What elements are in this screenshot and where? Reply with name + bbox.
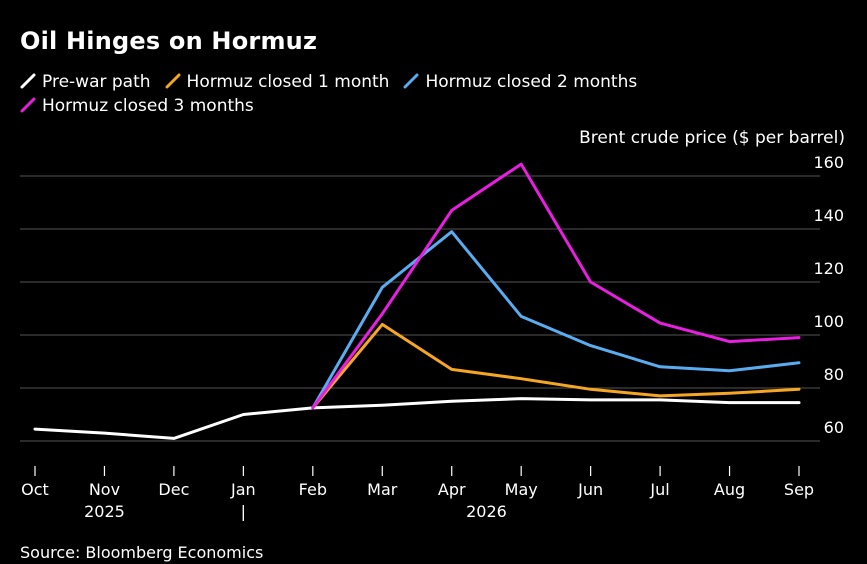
- x-tick-label-oct: Oct: [21, 480, 49, 499]
- series-line-hormuz-closed-2-months: [311, 230, 801, 410]
- x-tick-label-jun: Jun: [577, 480, 603, 499]
- y-tick-label-60: 60: [824, 418, 844, 437]
- source-note: Source: Bloomberg Economics: [20, 543, 264, 562]
- y-tick-label-160: 160: [813, 153, 844, 172]
- legend-item: Hormuz closed 2 months: [403, 70, 637, 94]
- x-tick-label-jan: Jan: [230, 480, 256, 499]
- y-tick-label-140: 140: [813, 206, 844, 225]
- x-tick-label-may: May: [505, 480, 538, 499]
- legend-swatch-icon: [165, 73, 181, 89]
- year-label-0: 2025: [84, 502, 125, 521]
- y-axis-unit-label: Brent crude price ($ per barrel): [579, 128, 845, 148]
- x-tick-label-aug: Aug: [714, 480, 745, 499]
- legend-label: Pre-war path: [42, 72, 151, 92]
- year-label-2: 2026: [466, 502, 507, 521]
- legend-item: Hormuz closed 3 months: [20, 94, 254, 118]
- legend-label: Hormuz closed 3 months: [42, 96, 254, 116]
- legend-label: Hormuz closed 1 month: [186, 72, 390, 92]
- year-label-1: |: [241, 502, 246, 521]
- x-tick-label-apr: Apr: [438, 480, 466, 499]
- series-line-pre-war-path: [33, 397, 801, 440]
- legend-label: Hormuz closed 2 months: [425, 72, 638, 92]
- y-tick-label-100: 100: [813, 312, 844, 331]
- series-line-hormuz-closed-1-month: [311, 322, 801, 410]
- y-tick-label-120: 120: [813, 259, 844, 278]
- legend-item: Hormuz closed 1 month: [165, 70, 390, 94]
- legend: Pre-war path Hormuz closed 1 month Hormuz …: [20, 70, 840, 118]
- x-tick-label-dec: Dec: [158, 480, 189, 499]
- x-tick-label-feb: Feb: [299, 480, 327, 499]
- legend-swatch-icon: [20, 97, 36, 113]
- x-tick-label-mar: Mar: [367, 480, 398, 499]
- y-tick-label-80: 80: [824, 365, 844, 384]
- x-tick-label-jul: Jul: [649, 480, 669, 499]
- series-line-hormuz-closed-3-months: [311, 162, 801, 410]
- x-tick-label-nov: Nov: [89, 480, 120, 499]
- legend-item: Pre-war path: [20, 70, 151, 94]
- legend-swatch-icon: [20, 73, 36, 89]
- chart-title: Oil Hinges on Hormuz: [20, 27, 318, 55]
- legend-swatch-icon: [403, 73, 419, 89]
- x-tick-label-sep: Sep: [784, 480, 814, 499]
